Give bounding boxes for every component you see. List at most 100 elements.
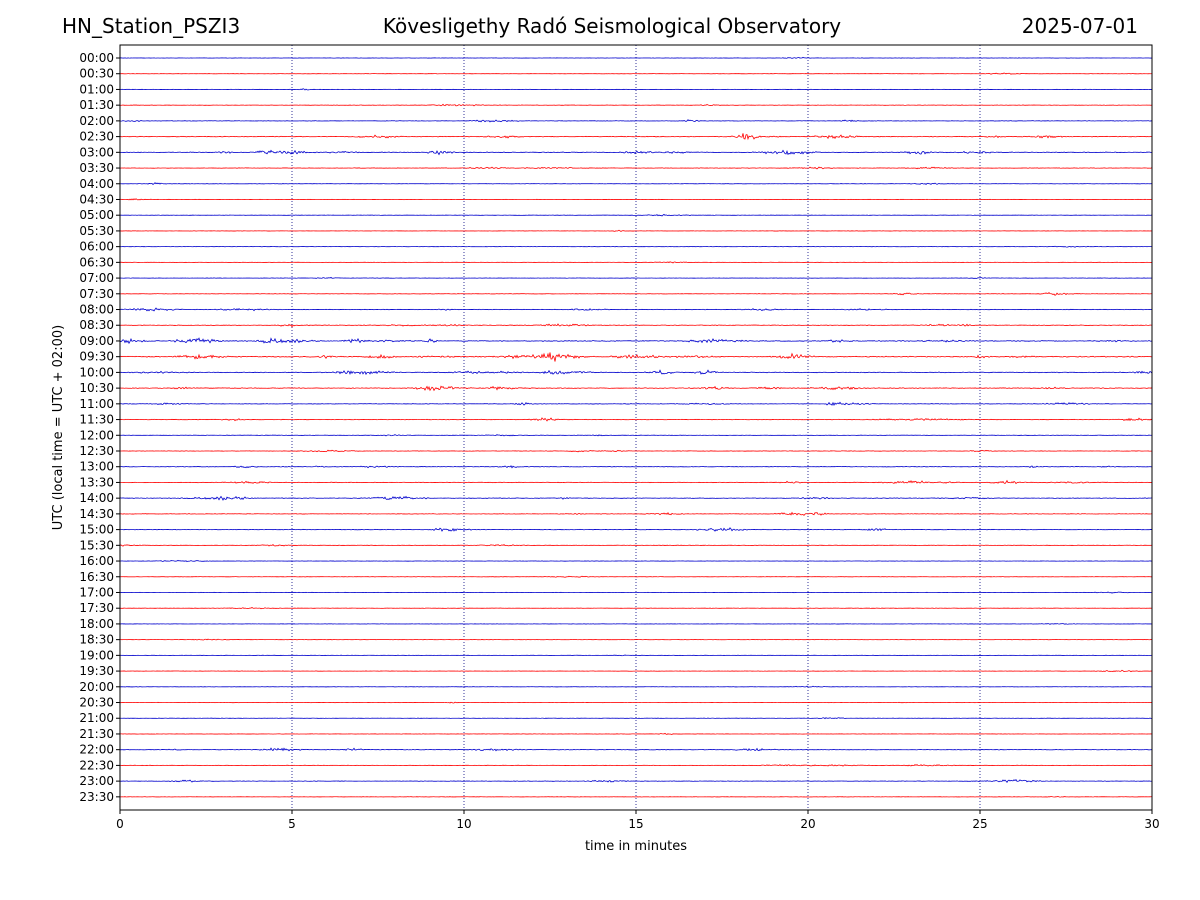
trace-0500 <box>119 213 1153 217</box>
x-tick-label: 0 <box>116 817 124 831</box>
y-tick-label: 09:00 <box>79 334 114 348</box>
trace-1430 <box>119 511 1153 516</box>
trace-0430 <box>119 198 1153 201</box>
y-axis-label: UTC (local time = UTC + 02:00) <box>51 325 66 530</box>
y-tick-label: 20:00 <box>79 680 114 694</box>
trace-0730 <box>119 292 1153 296</box>
x-tick-label: 15 <box>628 817 643 831</box>
y-tick-label: 06:30 <box>79 255 114 269</box>
y-tick-label: 14:00 <box>79 491 114 505</box>
trace-1600 <box>119 559 1153 563</box>
y-tick-label: 04:30 <box>79 192 114 206</box>
trace-1100 <box>119 401 1153 406</box>
y-tick-label: 01:00 <box>79 82 114 96</box>
trace-1930 <box>119 669 1153 673</box>
y-tick-label: 19:00 <box>79 648 114 662</box>
x-tick-label: 30 <box>1144 817 1159 831</box>
trace-0200 <box>119 119 1153 123</box>
y-tick-label: 15:00 <box>79 523 114 537</box>
trace-0300 <box>119 149 1153 156</box>
y-tick-label: 14:30 <box>79 507 114 521</box>
y-tick-label: 23:30 <box>79 790 114 804</box>
y-tick-label: 17:30 <box>79 601 114 615</box>
y-tick-label: 11:00 <box>79 397 114 411</box>
trace-2230 <box>119 764 1153 767</box>
y-tick-label: 01:30 <box>79 98 114 112</box>
trace-0900 <box>119 337 1153 345</box>
trace-0000 <box>119 56 1153 59</box>
trace-1530 <box>119 543 1153 547</box>
y-tick-label: 09:30 <box>79 350 114 364</box>
y-tick-label: 18:00 <box>79 617 114 631</box>
trace-1700 <box>119 591 1153 594</box>
trace-1400 <box>119 495 1153 501</box>
x-tick-label: 25 <box>972 817 987 831</box>
y-tick-label: 03:30 <box>79 161 114 175</box>
y-tick-label: 00:00 <box>79 51 114 65</box>
trace-0700 <box>119 276 1153 280</box>
trace-0930 <box>119 352 1153 362</box>
y-tick-label: 06:00 <box>79 240 114 254</box>
y-tick-label: 18:30 <box>79 633 114 647</box>
y-tick-label: 04:00 <box>79 177 114 191</box>
seismic-traces <box>119 56 1153 798</box>
y-tick-label: 16:30 <box>79 570 114 584</box>
trace-1300 <box>119 465 1153 469</box>
y-tick-label: 22:00 <box>79 743 114 757</box>
x-axis-ticks: 0 5 10 15 20 25 30 <box>116 810 1160 831</box>
trace-2200 <box>119 747 1153 752</box>
trace-1730 <box>119 607 1153 610</box>
x-tick-label: 10 <box>456 817 471 831</box>
trace-2000 <box>120 685 1153 688</box>
y-tick-label: 15:30 <box>79 538 114 552</box>
observatory-title: Kövesligethy Radó Seismological Observat… <box>382 14 842 38</box>
trace-0130 <box>119 103 1153 107</box>
trace-0600 <box>119 245 1153 248</box>
record-date: 2025-07-01 <box>1021 14 1138 38</box>
y-tick-label: 21:00 <box>79 711 114 725</box>
y-tick-label: 02:00 <box>79 114 114 128</box>
station-name: HN_Station_PSZI3 <box>62 14 241 38</box>
trace-0400 <box>119 182 1153 186</box>
y-tick-label: 07:00 <box>79 271 114 285</box>
x-tick-label: 20 <box>800 817 815 831</box>
trace-1900 <box>119 654 1153 657</box>
trace-0100 <box>119 88 1153 91</box>
y-tick-label: 10:30 <box>79 381 114 395</box>
trace-0630 <box>119 261 1153 264</box>
trace-0830 <box>119 323 1153 328</box>
y-tick-label: 19:30 <box>79 664 114 678</box>
y-tick-label: 08:30 <box>79 318 114 332</box>
trace-2100 <box>119 717 1153 720</box>
y-tick-label: 13:30 <box>79 475 114 489</box>
grid-lines <box>291 45 981 810</box>
trace-1130 <box>119 417 1153 422</box>
trace-1000 <box>119 369 1153 376</box>
trace-1330 <box>119 479 1153 485</box>
y-tick-label: 13:00 <box>79 460 114 474</box>
trace-2030 <box>119 701 1153 704</box>
x-axis-label: time in minutes <box>585 839 687 854</box>
trace-1630 <box>119 575 1153 578</box>
y-tick-label: 00:30 <box>79 67 114 81</box>
trace-2300 <box>119 778 1153 783</box>
y-tick-label: 12:30 <box>79 444 114 458</box>
trace-0800 <box>119 307 1153 312</box>
x-tick-label: 5 <box>288 817 296 831</box>
y-tick-label: 23:00 <box>79 774 114 788</box>
trace-2130 <box>119 732 1153 735</box>
trace-1830 <box>119 638 1153 641</box>
y-tick-label: 16:00 <box>79 554 114 568</box>
trace-1030 <box>119 385 1153 392</box>
y-tick-label: 05:30 <box>79 224 114 238</box>
y-tick-label: 12:00 <box>79 428 114 442</box>
y-tick-label: 11:30 <box>79 413 114 427</box>
y-tick-label: 03:00 <box>79 145 114 159</box>
y-tick-label: 08:00 <box>79 303 114 317</box>
trace-1500 <box>119 527 1153 532</box>
y-tick-label: 07:30 <box>79 287 114 301</box>
y-tick-label: 02:30 <box>79 130 114 144</box>
y-tick-label: 10:00 <box>79 365 114 379</box>
